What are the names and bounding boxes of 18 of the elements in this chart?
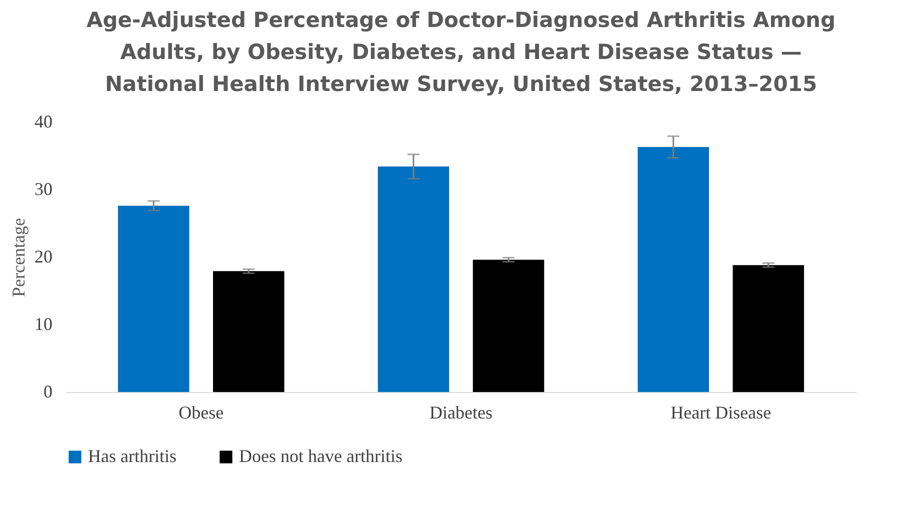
legend-label: Has arthritis [88,446,176,466]
chart-title: Age-Adjusted Percentage of Doctor-Diagnosed Arthritis Among Adults, by Obesity, Diabetes, and Heart Disease Status — National Health Interview Survey, United States, 2013–2015 [86,8,836,96]
bar [732,265,804,392]
y-tick-label: 20 [34,246,52,266]
bar [118,206,190,392]
x-tick-label: Obese [178,402,224,422]
y-tick-label: 40 [34,112,52,132]
x-tick-label: Diabetes [430,402,492,422]
y-tick-label: 30 [34,179,52,199]
bar [638,146,709,392]
y-axis-title: Percentage [8,218,28,297]
bar [378,166,450,392]
x-tick-label: Heart Disease [670,402,772,422]
bar [472,260,544,392]
bar [213,271,284,392]
y-tick-label: 0 [44,382,52,402]
legend-label: Does not have arthritis [239,446,402,466]
y-tick-label: 10 [34,314,52,334]
